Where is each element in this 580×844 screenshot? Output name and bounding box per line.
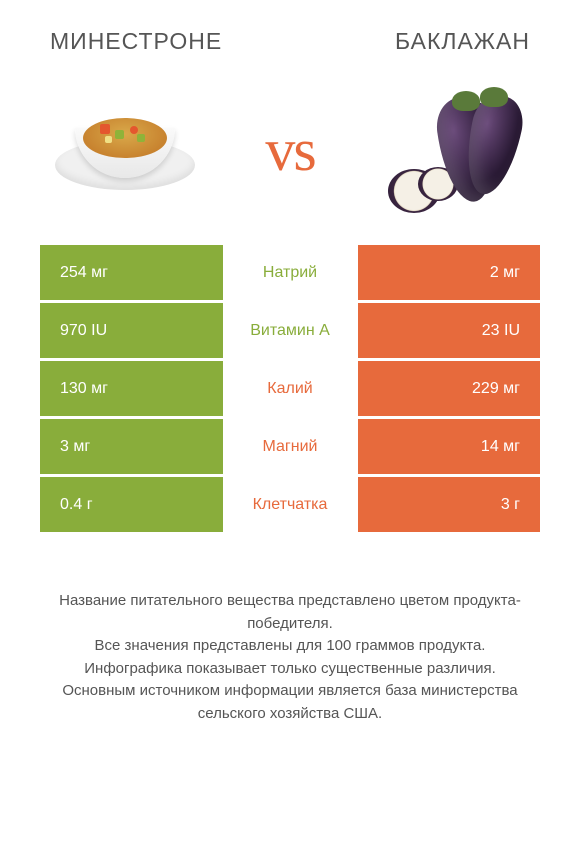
table-row: 254 мгНатрий2 мг [40, 245, 540, 300]
right-food-title: БАКЛАЖАН [395, 28, 530, 55]
nutrient-label: Натрий [223, 245, 358, 300]
left-value-cell: 970 IU [40, 303, 223, 358]
left-value-cell: 3 мг [40, 419, 223, 474]
nutrient-label: Клетчатка [223, 477, 358, 532]
left-food-title: МИНЕСТРОНЕ [50, 28, 222, 55]
table-row: 130 мгКалий229 мг [40, 361, 540, 416]
comparison-table: 254 мгНатрий2 мг970 IUВитамин A23 IU130 … [0, 245, 580, 532]
right-value-cell: 23 IU [358, 303, 541, 358]
table-row: 0.4 гКлетчатка3 г [40, 477, 540, 532]
left-value-cell: 254 мг [40, 245, 223, 300]
header: МИНЕСТРОНЕ БАКЛАЖАН [0, 0, 580, 65]
nutrient-label: Калий [223, 361, 358, 416]
hero-row: vs [0, 65, 580, 245]
table-row: 3 мгМагний14 мг [40, 419, 540, 474]
right-value-cell: 3 г [358, 477, 541, 532]
table-row: 970 IUВитамин A23 IU [40, 303, 540, 358]
eggplant-icon [380, 85, 530, 215]
right-value-cell: 229 мг [358, 361, 541, 416]
footnote-line: Все значения представлены для 100 граммо… [35, 635, 545, 658]
soup-icon [55, 100, 195, 200]
footnote-line: Инфографика показывает только существенн… [35, 658, 545, 681]
right-food-image [380, 85, 530, 215]
footnote-line: Основным источником информации является … [35, 680, 545, 725]
right-value-cell: 14 мг [358, 419, 541, 474]
right-value-cell: 2 мг [358, 245, 541, 300]
left-food-image [50, 85, 200, 215]
left-value-cell: 0.4 г [40, 477, 223, 532]
footnote-line: Название питательного вещества представл… [35, 590, 545, 635]
left-value-cell: 130 мг [40, 361, 223, 416]
nutrient-label: Магний [223, 419, 358, 474]
nutrient-label: Витамин A [223, 303, 358, 358]
footnote: Название питательного вещества представл… [0, 535, 580, 725]
vs-label: vs [265, 116, 314, 185]
